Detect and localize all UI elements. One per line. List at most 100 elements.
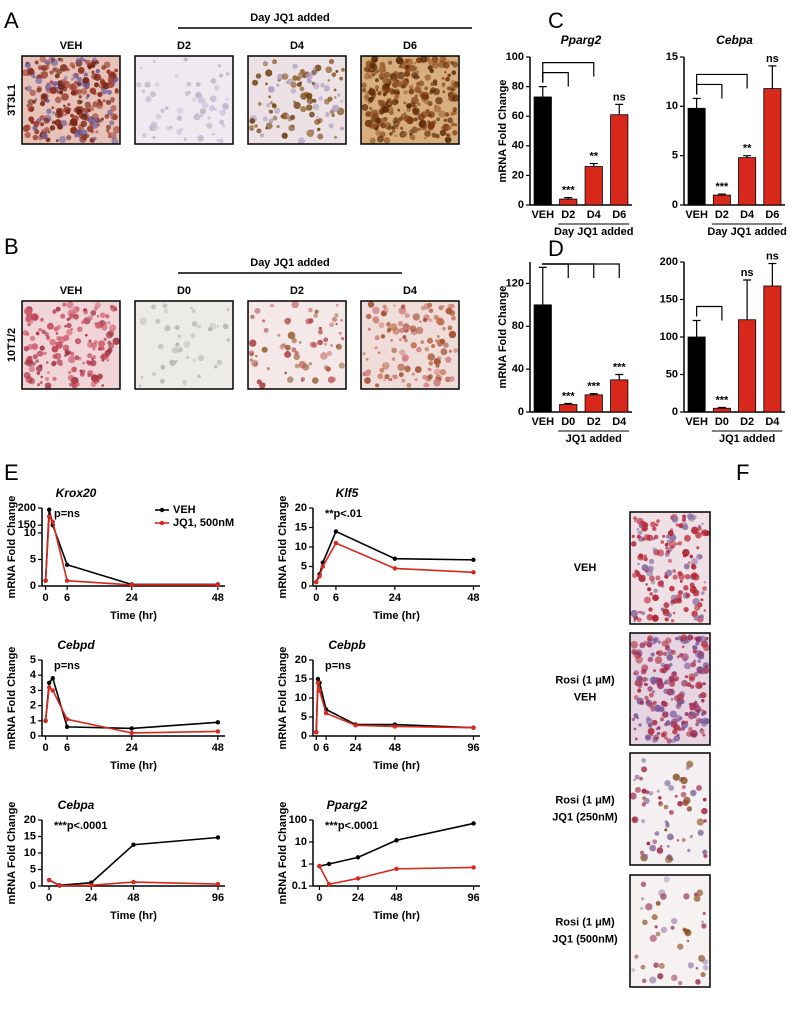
cell	[109, 120, 115, 126]
cell	[277, 333, 281, 337]
cell	[662, 651, 668, 657]
bar	[763, 88, 782, 206]
point	[353, 723, 358, 728]
cell	[681, 645, 685, 649]
cell	[399, 338, 403, 342]
cell	[697, 602, 703, 608]
cell	[683, 563, 690, 570]
cell	[667, 530, 674, 537]
cell	[414, 378, 418, 382]
error-bar	[589, 393, 598, 395]
cell	[29, 106, 35, 112]
cell	[43, 64, 50, 71]
cell	[451, 110, 457, 116]
cell	[700, 708, 704, 712]
cell	[637, 554, 644, 561]
cell	[412, 107, 420, 115]
x-tick-label: 24	[349, 742, 362, 754]
cell	[183, 340, 191, 348]
cell	[638, 723, 642, 727]
cell	[317, 127, 321, 132]
cell	[62, 302, 67, 307]
bar	[559, 404, 578, 413]
cell	[340, 319, 343, 322]
cell	[225, 71, 230, 76]
y-axis-title: mRNA Fold Change	[497, 80, 509, 183]
cell	[640, 964, 646, 970]
y-tick-label: 200	[660, 256, 678, 268]
cell	[257, 101, 262, 106]
cell	[300, 376, 306, 382]
comparison-bracket	[542, 62, 595, 83]
y-axis-title: mRNA Fold Change	[277, 647, 289, 750]
cell	[672, 611, 676, 615]
cell	[39, 345, 45, 351]
cell	[701, 698, 705, 703]
cell	[110, 113, 118, 121]
x-tick-label: 6	[64, 742, 70, 754]
cell	[249, 339, 257, 347]
y-tick-label: 4	[30, 669, 37, 681]
cell	[86, 93, 90, 97]
cell	[25, 359, 34, 367]
cell	[107, 135, 111, 139]
x-tick-label: D4	[740, 209, 755, 221]
cell	[374, 85, 380, 90]
cell	[160, 108, 165, 113]
cell	[52, 309, 57, 314]
cell	[405, 65, 410, 69]
cell	[107, 109, 113, 116]
cell	[694, 892, 698, 897]
cell	[80, 320, 85, 325]
cell	[106, 129, 110, 133]
cell	[177, 334, 182, 339]
cell	[185, 57, 189, 61]
cell	[677, 800, 683, 807]
cell	[701, 923, 707, 929]
cell	[72, 115, 79, 122]
cell	[300, 106, 307, 113]
cell	[384, 374, 390, 380]
cell	[253, 361, 258, 367]
micrograph-border	[21, 55, 121, 145]
point	[323, 711, 329, 716]
panel-label: A	[4, 8, 19, 33]
cell	[695, 979, 701, 985]
cell	[436, 318, 445, 326]
cell	[634, 954, 639, 959]
cell	[206, 122, 213, 129]
cell	[424, 347, 430, 352]
point	[89, 883, 94, 888]
cell	[94, 60, 100, 65]
cell	[383, 377, 387, 382]
cell	[693, 895, 701, 902]
chart-title: Cebpa	[716, 33, 753, 47]
cell	[403, 101, 407, 105]
annotation: p=ns	[54, 508, 80, 520]
cell	[422, 374, 428, 380]
cell	[70, 90, 76, 96]
y-tick-label: 0	[518, 199, 524, 211]
cell	[252, 79, 259, 86]
cell	[644, 695, 649, 701]
cell	[75, 57, 81, 63]
cell	[112, 337, 120, 345]
cell	[91, 116, 94, 120]
cell	[656, 706, 660, 710]
cell	[299, 81, 303, 84]
cell	[690, 711, 696, 717]
cell	[103, 337, 107, 341]
cell	[91, 342, 98, 349]
x-axis-title: JQ1 added	[719, 433, 775, 445]
cell	[340, 126, 345, 131]
cell	[686, 939, 690, 943]
cell	[648, 702, 655, 709]
cell	[703, 819, 707, 823]
cell	[75, 382, 80, 387]
cell	[37, 383, 41, 387]
y-tick-label: 40	[512, 363, 524, 375]
cell	[660, 893, 667, 900]
x-axis-title: Day JQ1 added	[707, 226, 786, 238]
y-tick-label: 1	[30, 715, 36, 727]
